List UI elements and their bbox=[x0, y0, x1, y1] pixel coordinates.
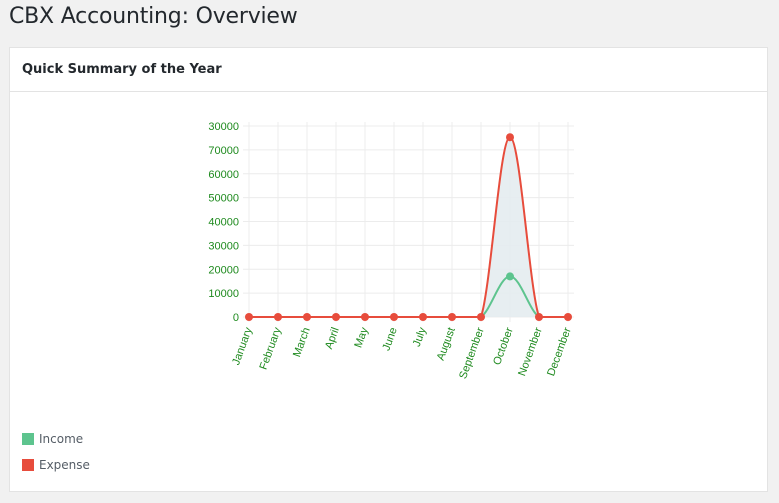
card-title: Quick Summary of the Year bbox=[22, 62, 222, 77]
y-tick-label: 30000 bbox=[208, 121, 239, 133]
expense-point[interactable] bbox=[361, 313, 369, 321]
y-tick-label: 40000 bbox=[208, 217, 239, 229]
x-tick-label: February bbox=[257, 325, 284, 371]
yearly-summary-chart: 0 10000 20000 30000 40000 50000 60000 70000 3000… bbox=[208, 121, 574, 381]
y-tick-label: 0 bbox=[233, 312, 239, 324]
expense-point[interactable] bbox=[303, 313, 311, 321]
legend-label: Income bbox=[39, 432, 84, 446]
legend-swatch bbox=[22, 433, 34, 445]
x-tick-label: June bbox=[380, 326, 399, 353]
x-tick-label: January bbox=[230, 325, 255, 366]
income-point[interactable] bbox=[506, 272, 514, 281]
card-header: Quick Summary of the Year bbox=[10, 48, 767, 92]
expense-point[interactable] bbox=[419, 313, 427, 321]
x-tick-label: November bbox=[516, 326, 545, 378]
expense-area bbox=[249, 137, 568, 317]
expense-point[interactable] bbox=[564, 313, 572, 321]
y-tick-label: 10000 bbox=[208, 288, 239, 300]
expense-point[interactable] bbox=[390, 313, 398, 321]
x-tick-label: October bbox=[491, 326, 516, 367]
y-tick-label: 30000 bbox=[208, 240, 239, 252]
x-tick-label: December bbox=[545, 326, 574, 378]
y-tick-label: 60000 bbox=[208, 169, 239, 181]
legend-item-income[interactable]: Income bbox=[22, 426, 90, 452]
legend-swatch bbox=[22, 459, 34, 471]
expense-point[interactable] bbox=[332, 313, 340, 321]
expense-point[interactable] bbox=[506, 133, 514, 142]
x-tick-label: September bbox=[457, 326, 487, 381]
x-tick-label: March bbox=[291, 326, 313, 359]
expense-point[interactable] bbox=[535, 313, 543, 321]
x-tick-label: April bbox=[323, 326, 342, 351]
y-tick-label: 70000 bbox=[208, 145, 239, 157]
chart-legend: Income Expense bbox=[22, 426, 90, 478]
x-tick-label: May bbox=[352, 325, 371, 349]
y-tick-label: 50000 bbox=[208, 193, 239, 205]
x-tick-label: July bbox=[411, 325, 429, 348]
legend-label: Expense bbox=[39, 458, 90, 472]
expense-point[interactable] bbox=[477, 313, 485, 321]
expense-point[interactable] bbox=[274, 313, 282, 321]
page-title: CBX Accounting: Overview bbox=[9, 4, 298, 29]
y-tick-label: 20000 bbox=[208, 264, 239, 276]
legend-item-expense[interactable]: Expense bbox=[22, 452, 90, 478]
x-tick-label: August bbox=[435, 326, 458, 362]
summary-card: Quick Summary of the Year 0 10000 20000 300… bbox=[9, 47, 768, 492]
expense-point[interactable] bbox=[245, 313, 253, 321]
expense-point[interactable] bbox=[448, 313, 456, 321]
